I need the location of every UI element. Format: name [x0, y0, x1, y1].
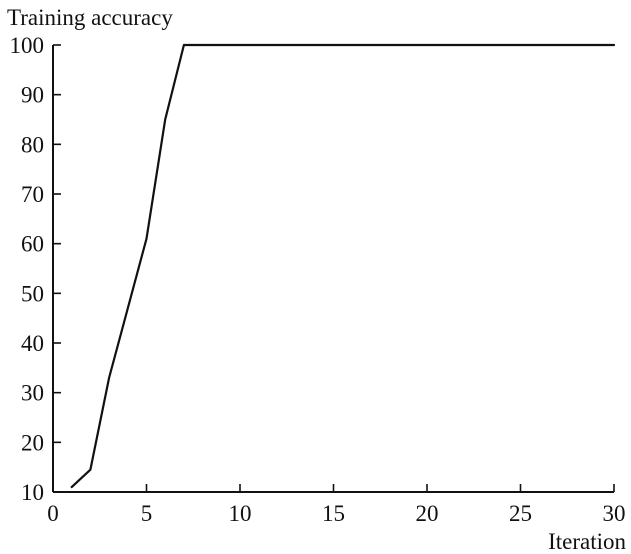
- y-tick-label-90: 90: [21, 83, 44, 108]
- ticks-layer: 10 20 30 40 50 60 70 80 90 100 0 5 10 15 20 25 30: [10, 33, 626, 526]
- accuracy-series-line-0: [70, 43, 616, 489]
- axes-layer: [52, 45, 614, 493]
- y-tick-label-80: 80: [21, 132, 44, 157]
- y-tick-label-60: 60: [21, 232, 44, 257]
- y-tick-label-100: 100: [10, 33, 45, 58]
- x-tick-label-15: 15: [322, 501, 345, 526]
- y-tick-label-70: 70: [21, 182, 44, 207]
- x-tick-label-0: 0: [47, 501, 59, 526]
- y-tick-label-30: 30: [21, 381, 44, 406]
- x-tick-label-5: 5: [141, 501, 153, 526]
- x-tick-label-30: 30: [603, 501, 626, 526]
- y-tick-label-10: 10: [21, 480, 44, 505]
- y-tick-label-40: 40: [21, 331, 44, 356]
- x-tick-label-25: 25: [509, 501, 532, 526]
- series-layer: [70, 43, 616, 489]
- y-axis-label: Training accuracy: [7, 5, 173, 30]
- y-tick-label-50: 50: [21, 281, 44, 306]
- x-tick-label-10: 10: [229, 501, 252, 526]
- y-tick-label-20: 20: [21, 430, 44, 455]
- x-tick-label-20: 20: [416, 501, 439, 526]
- x-axis-label: Iteration: [548, 529, 626, 554]
